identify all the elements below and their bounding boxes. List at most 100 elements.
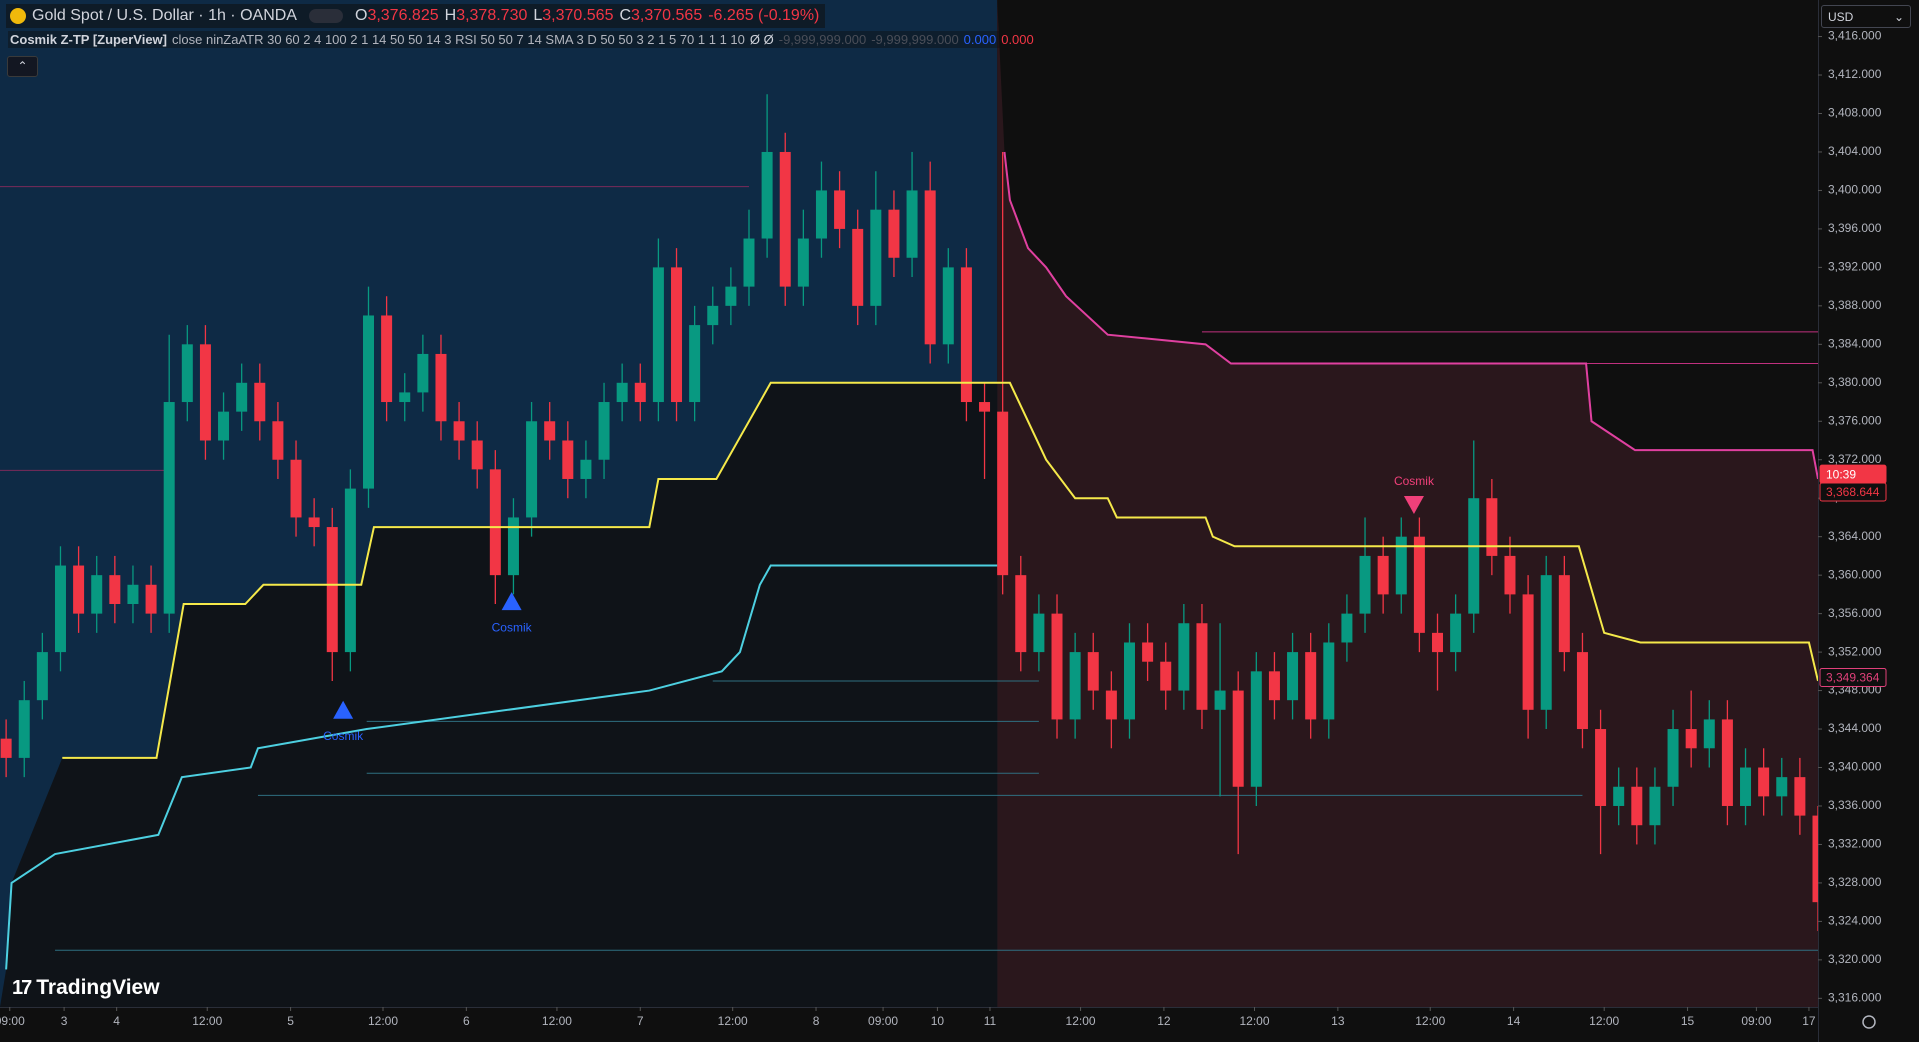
candle-body xyxy=(689,325,701,403)
y-tick-label: 3,396.000 xyxy=(1828,221,1882,235)
candle-body xyxy=(652,267,664,403)
symbol-name[interactable]: Gold Spot / U.S. Dollar · 1h · OANDA xyxy=(32,7,297,24)
y-tick-label: 3,408.000 xyxy=(1828,106,1882,120)
y-tick-label: 3,416.000 xyxy=(1828,29,1882,43)
x-tick-label: 09:00 xyxy=(0,1014,25,1028)
x-tick-label: 13 xyxy=(1331,1014,1345,1028)
y-tick-label: 3,352.000 xyxy=(1828,644,1882,658)
price-label: 3,368.644 xyxy=(1826,485,1880,499)
candle-body xyxy=(1051,613,1063,720)
currency-label: USD xyxy=(1828,10,1854,24)
y-tick-label: 3,372.000 xyxy=(1828,452,1882,466)
candle-body xyxy=(1214,690,1226,710)
y-tick-label: 3,344.000 xyxy=(1828,721,1882,735)
candle-body xyxy=(181,344,193,403)
indicator-value: 0.000 xyxy=(1001,32,1034,47)
candle-body xyxy=(362,315,374,489)
left-lower-shade xyxy=(0,382,998,1007)
candle-body xyxy=(109,575,121,605)
candle-body xyxy=(1758,767,1770,797)
indicator-value: -9,999,999.000 xyxy=(871,32,959,47)
candle-body xyxy=(1721,719,1733,806)
price-label: 3,349.364 xyxy=(1826,671,1880,685)
y-tick-label: 3,332.000 xyxy=(1828,837,1882,851)
candle-body xyxy=(1341,613,1353,643)
candle-body xyxy=(725,286,737,306)
candle-body xyxy=(852,228,864,306)
candle-body xyxy=(1359,555,1371,614)
collapse-button[interactable]: ⌃ xyxy=(7,56,38,77)
currency-dropdown[interactable]: USD ⌄ xyxy=(1821,5,1911,28)
x-tick-label: 12:00 xyxy=(1066,1014,1096,1028)
candle-body xyxy=(417,353,429,393)
y-tick-label: 3,360.000 xyxy=(1828,567,1882,581)
ohlc-value: 3,376.825 xyxy=(367,7,439,24)
candle-body xyxy=(1160,661,1172,691)
candle-body xyxy=(815,190,827,239)
y-tick-label: 3,388.000 xyxy=(1828,298,1882,312)
candle-body xyxy=(888,209,900,258)
x-tick-label: 12:00 xyxy=(1239,1014,1269,1028)
signal-label: Cosmik xyxy=(492,620,533,634)
indicator-value: -9,999,999.000 xyxy=(778,32,867,47)
indicator-symbols: Ø Ø xyxy=(749,32,774,47)
signal-marker xyxy=(1403,495,1424,514)
ohlc-key: L xyxy=(533,7,543,24)
x-tick-label: 12:00 xyxy=(192,1014,222,1028)
candle-body xyxy=(580,459,592,479)
candle-body xyxy=(199,344,211,441)
candle-body xyxy=(1395,536,1407,595)
ohlc-value: 3,370.565 xyxy=(631,7,703,24)
candle-body xyxy=(1631,786,1643,826)
candle-body xyxy=(743,238,755,287)
candle-body xyxy=(634,382,646,403)
candle-body xyxy=(797,238,809,287)
candle-body xyxy=(1667,729,1679,787)
candle-body xyxy=(1178,623,1190,691)
candle-body xyxy=(1287,652,1299,701)
candle-body xyxy=(163,402,175,614)
candle-body xyxy=(236,382,248,412)
y-tick-label: 3,384.000 xyxy=(1828,336,1882,350)
x-tick-label: 15 xyxy=(1681,1014,1695,1028)
candle-body xyxy=(145,584,157,614)
candle-body xyxy=(924,190,936,345)
candle-body xyxy=(544,421,556,441)
settings-icon[interactable] xyxy=(1862,1015,1876,1029)
candle-body xyxy=(960,267,972,403)
x-tick-label: 8 xyxy=(813,1014,820,1028)
indicator-params: close ninZaATR 30 60 2 4 100 2 1 14 50 5… xyxy=(172,32,745,47)
price-label: 10:39 xyxy=(1826,467,1856,481)
indicator-name[interactable]: Cosmik Z-TP [ZuperView] xyxy=(10,32,167,47)
x-tick-label: 12:00 xyxy=(1415,1014,1445,1028)
candle-body xyxy=(707,305,719,326)
x-tick-label: 10 xyxy=(931,1014,945,1028)
indicator-legend: Cosmik Z-TP [ZuperView] close ninZaATR 3… xyxy=(8,31,1036,48)
candle-body xyxy=(489,469,501,576)
candle-body xyxy=(1305,652,1317,720)
signal-label: Cosmik xyxy=(323,729,364,743)
candle-body xyxy=(1776,777,1788,797)
candle-body xyxy=(344,488,356,653)
x-tick-label: 17 xyxy=(1802,1014,1816,1028)
status-pill[interactable] xyxy=(308,9,343,23)
candle-body xyxy=(381,315,393,403)
y-tick-label: 3,392.000 xyxy=(1828,260,1882,274)
candle-body xyxy=(1250,671,1262,787)
candle-body xyxy=(671,267,683,403)
candle-body xyxy=(18,700,30,758)
candle-body xyxy=(942,267,954,345)
candle-body xyxy=(218,411,230,441)
candle-body xyxy=(1142,642,1154,662)
candle-body xyxy=(1123,642,1135,720)
candle-body xyxy=(1069,652,1081,720)
candle-body xyxy=(1087,652,1099,691)
brand-logo[interactable]: 17 TradingView xyxy=(12,976,160,1000)
candle-body xyxy=(399,392,411,403)
candle-body xyxy=(1649,786,1661,826)
candle-body xyxy=(326,527,338,653)
price-change: -6.265 (-0.19%) xyxy=(708,7,820,24)
x-tick-label: 12:00 xyxy=(368,1014,398,1028)
candle-body xyxy=(471,440,483,470)
symbol-icon xyxy=(10,8,26,24)
